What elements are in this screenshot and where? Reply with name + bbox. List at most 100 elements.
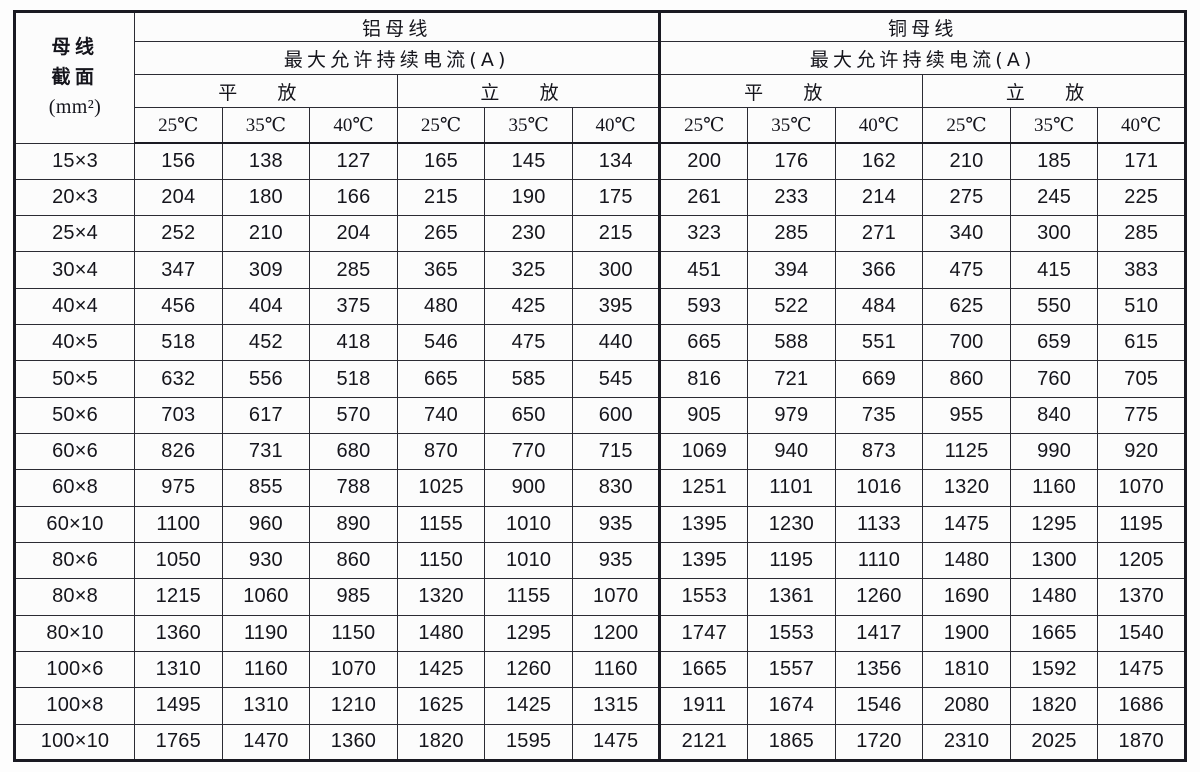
- material-header-aluminum: 铝母线: [133, 11, 662, 42]
- ampacity-cell: 615: [1097, 324, 1186, 362]
- ampacity-cell: 156: [134, 142, 223, 180]
- busbar-size-cell: 100×10: [14, 723, 135, 761]
- ampacity-cell: 920: [1097, 432, 1186, 471]
- ampacity-cell: 935: [571, 541, 662, 580]
- ampacity-cell: 138: [221, 142, 311, 180]
- ampacity-cell: 190: [484, 178, 573, 217]
- busbar-size-cell: 60×10: [14, 505, 135, 543]
- orientation-header-cu-flat: 平 放: [659, 74, 924, 108]
- ampacity-cell: 731: [221, 432, 311, 471]
- table-row: 20×3 204 180 166 215 190 175 261 233 214 275 245 225: [14, 178, 1186, 217]
- ampacity-cell: 475: [484, 324, 573, 362]
- ampacity-cell: 162: [834, 142, 924, 180]
- material-header-copper: 铜母线: [659, 11, 1186, 42]
- ampacity-cell: 1417: [834, 614, 924, 652]
- ampacity-cell: 1125: [922, 432, 1011, 471]
- header-row-current: 最大允许持续电流(A) 最大允许持续电流(A): [15, 41, 1186, 75]
- ampacity-cell: 600: [571, 396, 662, 435]
- ampacity-cell: 1310: [221, 687, 311, 725]
- ampacity-cell: 1016: [834, 469, 924, 507]
- ampacity-cell: 271: [834, 215, 924, 253]
- ampacity-cell: 735: [834, 396, 924, 435]
- ampacity-cell: 979: [747, 396, 836, 435]
- busbar-size-cell: 100×6: [14, 650, 135, 689]
- ampacity-cell: 1592: [1009, 650, 1099, 689]
- ampacity-cell: 570: [309, 396, 398, 435]
- ampacity-cell: 551: [834, 324, 924, 362]
- ampacity-cell: 588: [747, 324, 836, 362]
- ampacity-cell: 210: [221, 215, 311, 253]
- ampacity-cell: 518: [309, 360, 398, 398]
- corner-header-cell: 母线 截面 (mm²): [14, 11, 135, 144]
- ampacity-cell: 404: [221, 287, 311, 326]
- ampacity-cell: 1050: [134, 541, 223, 580]
- ampacity-cell: 1155: [484, 578, 573, 616]
- ampacity-cell: 1665: [1009, 614, 1099, 652]
- ampacity-cell: 230: [484, 215, 573, 253]
- temp-header-al-vert-35: 35℃: [484, 107, 573, 144]
- ampacity-cell: 2025: [1009, 723, 1099, 761]
- orientation-header-cu-vertical: 立 放: [922, 74, 1186, 108]
- ampacity-cell: 1557: [747, 650, 836, 689]
- ampacity-cell: 1360: [309, 723, 398, 761]
- table-row: 25×4 252 210 204 265 230 215 323 285 271 340 300 285: [14, 215, 1186, 253]
- busbar-ampacity-table: 母线 截面 (mm²) 铝母线 铜母线 最大允许持续电流(A) 最大允许持续电流…: [13, 10, 1187, 762]
- ampacity-cell: 1010: [484, 541, 573, 580]
- ampacity-cell: 418: [309, 324, 398, 362]
- busbar-size-cell: 40×4: [14, 287, 135, 326]
- current-header-copper: 最大允许持续电流(A): [659, 41, 1186, 75]
- ampacity-cell: 1820: [396, 723, 486, 761]
- ampacity-cell: 1686: [1097, 687, 1186, 725]
- ampacity-cell: 1475: [571, 723, 662, 761]
- ampacity-cell: 625: [922, 287, 1011, 326]
- ampacity-cell: 325: [484, 251, 573, 289]
- ampacity-cell: 340: [922, 215, 1011, 253]
- busbar-size-cell: 50×6: [14, 396, 135, 435]
- ampacity-cell: 770: [484, 432, 573, 471]
- ampacity-cell: 1070: [1097, 469, 1186, 507]
- table-row: 40×5 518 452 418 546 475 440 665 588 551 700 659 615: [14, 324, 1186, 362]
- ampacity-cell: 451: [659, 251, 749, 289]
- ampacity-cell: 1747: [659, 614, 749, 652]
- temp-header-cu-vert-35: 35℃: [1009, 107, 1099, 144]
- corner-unit: (mm²): [48, 95, 102, 118]
- ampacity-cell: 1195: [747, 541, 836, 580]
- ampacity-cell: 1470: [221, 723, 311, 761]
- ampacity-cell: 1320: [396, 578, 486, 616]
- ampacity-cell: 365: [396, 251, 486, 289]
- ampacity-cell: 300: [1009, 215, 1099, 253]
- ampacity-cell: 1251: [659, 469, 749, 507]
- temp-header-al-flat-35: 35℃: [221, 107, 311, 144]
- ampacity-cell: 1070: [571, 578, 662, 616]
- temp-header-cu-flat-40: 40℃: [834, 107, 924, 144]
- busbar-size-cell: 80×10: [14, 614, 135, 652]
- ampacity-cell: 285: [747, 215, 836, 253]
- ampacity-cell: 940: [747, 432, 836, 471]
- ampacity-cell: 955: [922, 396, 1011, 435]
- ampacity-cell: 214: [834, 178, 924, 217]
- ampacity-cell: 1395: [659, 505, 749, 543]
- header-row-orientation: 平 放 立 放 平 放 立 放: [15, 74, 1186, 108]
- ampacity-cell: 1425: [484, 687, 573, 725]
- header-row-material: 母线 截面 (mm²) 铝母线 铜母线: [14, 11, 1186, 144]
- ampacity-cell: 585: [484, 360, 573, 398]
- ampacity-cell: 285: [309, 251, 398, 289]
- ampacity-cell: 1215: [134, 578, 223, 616]
- table-row: 80×8 1215 1060 985 1320 1155 1070 1553 1361 1260 1…: [14, 578, 1186, 616]
- current-header-aluminum: 最大允许持续电流(A): [133, 41, 662, 75]
- ampacity-cell: 2080: [922, 687, 1011, 725]
- ampacity-cell: 171: [1097, 142, 1186, 180]
- temp-header-al-vert-40: 40℃: [571, 107, 662, 144]
- ampacity-cell: 593: [659, 287, 749, 326]
- ampacity-cell: 665: [396, 360, 486, 398]
- ampacity-cell: 1260: [484, 650, 573, 689]
- ampacity-cell: 826: [134, 432, 223, 471]
- ampacity-cell: 275: [922, 178, 1011, 217]
- ampacity-cell: 1295: [484, 614, 573, 652]
- ampacity-cell: 1110: [834, 541, 924, 580]
- ampacity-cell: 1160: [1009, 469, 1099, 507]
- ampacity-cell: 1356: [834, 650, 924, 689]
- ampacity-cell: 900: [484, 469, 573, 507]
- ampacity-cell: 375: [309, 287, 398, 326]
